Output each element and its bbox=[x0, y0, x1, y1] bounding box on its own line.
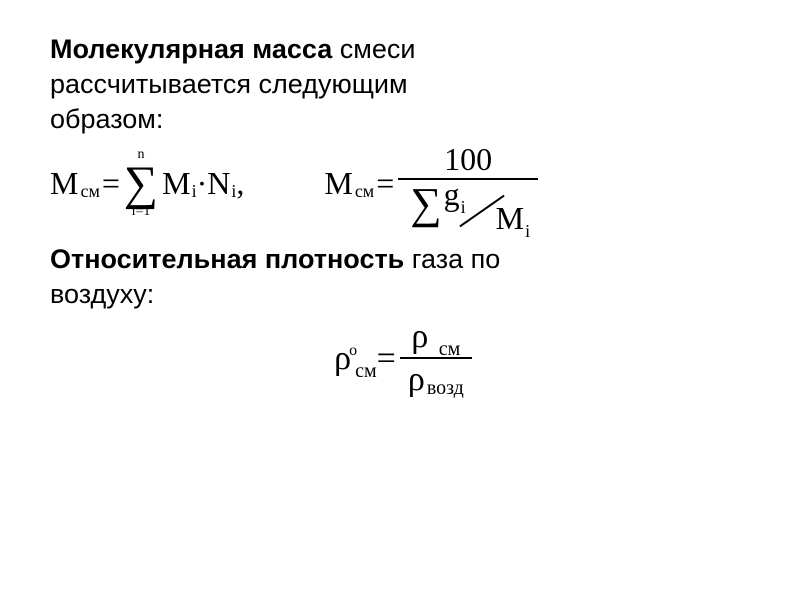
heading-relative-density: Относительная плотность газа по воздуху: bbox=[50, 242, 760, 312]
f3-sup-o: о bbox=[349, 342, 357, 360]
heading-molecular-mass: Молекулярная масса смеси рассчитывается … bbox=[50, 32, 760, 137]
f3-rho-num: ρ bbox=[411, 318, 428, 355]
f2-Mi: M i bbox=[496, 202, 530, 234]
f2-denominator: ∑ g i M i bbox=[398, 180, 538, 224]
f1-sub-i2: i bbox=[231, 181, 236, 202]
f3-num: ρ см bbox=[403, 320, 468, 357]
f2-sub-i-m: i bbox=[525, 222, 530, 240]
f1-Ni: N bbox=[207, 165, 230, 202]
f2-sub-cm: см bbox=[355, 181, 374, 202]
heading-rest-1b: рассчитывается следующим bbox=[50, 69, 408, 99]
f2-M-den: M bbox=[496, 202, 524, 234]
heading-bold-2: Относительная плотность bbox=[50, 244, 404, 274]
f1-sum-bot: i=1 bbox=[132, 205, 151, 219]
f2-eq: = bbox=[376, 165, 394, 202]
f1-eq: = bbox=[102, 165, 120, 202]
f1-sigma: ∑ bbox=[124, 162, 158, 205]
f3-lhs: ρ о см bbox=[334, 340, 377, 378]
heading-bold-1: Молекулярная масса bbox=[50, 34, 332, 64]
formula-100-over-sum: M см = 100 ∑ g i bbox=[324, 143, 542, 224]
f1-dot: · bbox=[197, 165, 208, 202]
f2-fraction: 100 ∑ g i M i bbox=[398, 143, 538, 224]
f3-fraction: ρ см ρ возд bbox=[400, 320, 472, 397]
f2-g: g bbox=[444, 178, 460, 210]
f2-M: M bbox=[324, 165, 352, 202]
f1-sub-cm: см bbox=[80, 181, 99, 202]
f1-sum: n ∑ i=1 bbox=[124, 148, 158, 219]
f2-sigma: ∑ bbox=[410, 184, 441, 224]
formula-row-1: M см = n ∑ i=1 M i · N i , M см = 100 bbox=[50, 143, 760, 224]
heading-rest-1a: смеси bbox=[332, 34, 415, 64]
f3-eq: = bbox=[377, 340, 396, 378]
f2-slash-fraction: g i M i bbox=[444, 184, 530, 224]
f1-comma: , bbox=[236, 165, 244, 202]
f3-sub-num: см bbox=[439, 338, 461, 360]
f1-sub-i: i bbox=[192, 181, 197, 202]
f3-sub-cm: см bbox=[355, 360, 377, 383]
heading-rest-1c: образом: bbox=[50, 104, 163, 134]
f1-Mi: M bbox=[162, 165, 190, 202]
f3-sub-den: возд bbox=[427, 378, 464, 398]
f2-numerator: 100 bbox=[436, 143, 500, 178]
heading-rest-2b: воздуху: bbox=[50, 279, 154, 309]
f2-sum: ∑ bbox=[410, 184, 441, 224]
f3-den: ρ возд bbox=[400, 359, 472, 397]
f1-M: M bbox=[50, 165, 78, 202]
formula-sum-mn: M см = n ∑ i=1 M i · N i , bbox=[50, 148, 244, 219]
heading-rest-2a: газа по bbox=[404, 244, 500, 274]
f3-rho-den: ρ bbox=[408, 363, 425, 397]
formula-density: ρ о см = ρ см ρ возд bbox=[50, 320, 760, 397]
